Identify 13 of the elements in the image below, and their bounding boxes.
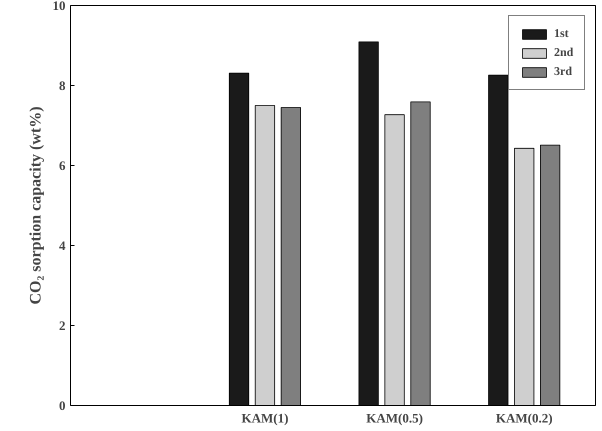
y-tick-label: 4: [59, 238, 66, 253]
x-tick-label: KAM(0.2): [496, 410, 553, 426]
y-tick-label: 8: [59, 78, 66, 93]
legend-label: 1st: [554, 26, 570, 41]
y-tick-label: 10: [52, 0, 66, 13]
y-tick-label: 0: [59, 398, 66, 413]
y-axis-title: CO₂ sorption capacity (wt%): [28, 106, 44, 305]
x-tick-label: KAM(0.5): [366, 410, 423, 426]
y-tick-label: 2: [59, 318, 66, 333]
legend-label: 2nd: [554, 45, 574, 60]
legend-label: 3rd: [554, 64, 573, 79]
y-tick-label: 6: [59, 158, 66, 173]
x-tick-label: KAM(1): [241, 410, 288, 426]
